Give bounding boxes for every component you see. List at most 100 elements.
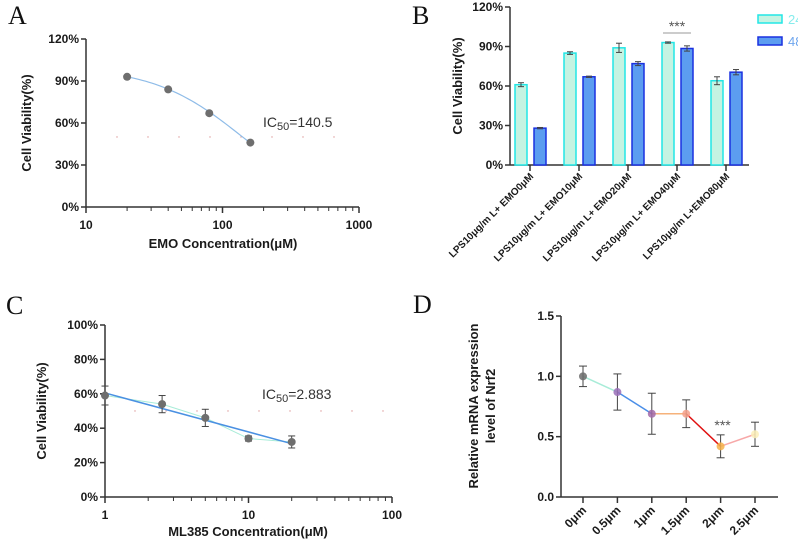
reference-line-dot	[227, 410, 229, 412]
reference-line-dot	[165, 410, 167, 412]
ic50-subscript: 50	[276, 393, 288, 405]
reference-line-dot	[134, 410, 136, 412]
legend-item-24: 24	[757, 12, 798, 27]
bar-48	[729, 71, 743, 166]
y-tick-label: 60%	[74, 387, 98, 401]
data-point	[201, 413, 210, 422]
data-point	[751, 430, 759, 439]
y-tick-label: 1.5	[537, 309, 554, 323]
y-tick-label: 30%	[55, 158, 79, 172]
x-category-label: LPS10μg/m L+ EMO10μM	[492, 171, 585, 264]
data-point	[287, 437, 296, 446]
panel-letter: B	[412, 1, 429, 30]
y-axis-title-line2: level of Nrf2	[483, 369, 498, 443]
x-tick-label: 1	[102, 508, 109, 522]
reference-line-dot	[382, 410, 384, 412]
reference-line-dot	[178, 136, 180, 138]
panel-letter: C	[6, 291, 23, 320]
bar-24	[710, 79, 724, 166]
reference-line-dot	[116, 136, 118, 138]
data-point	[716, 442, 725, 451]
bar-48	[631, 62, 645, 166]
x-axis-title: EMO Concentration(μM)	[149, 236, 298, 251]
y-tick-label: 1.0	[537, 369, 554, 383]
x-tick-label: 1000	[346, 218, 373, 232]
data-point	[158, 400, 167, 409]
fit-line	[104, 392, 292, 445]
bar-48	[680, 47, 694, 166]
ic50-prefix: IC	[262, 386, 276, 402]
x-category-label: LPS10μg/m L+EMO80μM	[641, 171, 732, 262]
y-axis-title-line1: Relative mRNA expression	[466, 323, 481, 488]
x-tick-label: 10	[242, 508, 256, 522]
x-tick-label: 100	[382, 508, 402, 522]
reference-line-dot	[320, 410, 322, 412]
panel-letter: A	[8, 1, 27, 30]
data-point	[164, 85, 173, 94]
data-point	[244, 434, 253, 443]
bar-48	[582, 76, 596, 166]
x-category-label: LPS10μg/m L+ EMO0μM	[447, 171, 536, 260]
x-category-label: 1μm	[631, 503, 658, 530]
reference-line-dot	[147, 136, 149, 138]
legend-item-48: 48	[757, 34, 798, 49]
y-tick-label: 30%	[479, 119, 503, 133]
ic50-label: IC50=140.5	[263, 114, 333, 133]
reference-line-dot	[302, 136, 304, 138]
panel-d: D Relative mRNA expression level of Nrf2…	[413, 290, 778, 538]
x-category-label: 2.5μm	[727, 503, 761, 537]
data-point	[647, 409, 656, 418]
bar-24	[661, 41, 675, 166]
data-point	[101, 391, 109, 400]
y-tick-label: 0%	[62, 200, 80, 214]
line-segment	[685, 413, 722, 447]
panel-b: B Cell Viability(%) 0% 30% 60% 90% 120% LPS10…	[412, 0, 798, 264]
bar-24	[563, 52, 577, 166]
y-tick-label: 0%	[81, 490, 99, 504]
y-tick-label: 100%	[67, 318, 98, 332]
ic50-label: IC50=2.883	[262, 386, 332, 405]
x-category-label: 0.5μm	[589, 503, 623, 537]
y-tick-label: 120%	[48, 32, 79, 46]
y-tick-label: 0.0	[537, 490, 554, 504]
y-tick-label: 0%	[486, 158, 504, 172]
y-axis-title: Cell Viability(%)	[19, 74, 34, 171]
y-tick-label: 80%	[74, 352, 98, 366]
bar-24	[514, 83, 528, 166]
y-tick-label: 40%	[74, 421, 98, 435]
reference-line-dot	[289, 410, 291, 412]
legend-label: 48	[788, 34, 798, 49]
y-tick-label: 20%	[74, 456, 98, 470]
data-point	[246, 138, 255, 147]
y-tick-label: 90%	[55, 74, 79, 88]
x-category-label: 1.5μm	[658, 503, 692, 537]
x-axis-title: ML385 Concentration(μM)	[168, 524, 328, 539]
y-tick-label: 0.5	[537, 430, 554, 444]
significance-stars: ***	[714, 417, 731, 433]
fit-curve	[126, 76, 251, 144]
reference-line-dot	[209, 136, 211, 138]
data-point	[123, 72, 132, 81]
y-tick-label: 90%	[479, 40, 503, 54]
y-axis-title: Cell Viability(%)	[450, 37, 465, 134]
legend-label: 24	[788, 12, 798, 27]
ic50-value: =140.5	[289, 114, 332, 130]
y-tick-label: 120%	[472, 0, 503, 14]
reference-line-dot	[333, 136, 335, 138]
reference-line-dot	[196, 410, 198, 412]
x-tick-label: 100	[212, 218, 232, 232]
data-point	[682, 409, 691, 418]
ic50-prefix: IC	[263, 114, 277, 130]
y-axis-title: Cell Viability(%)	[34, 362, 49, 459]
panel-c: C ML385 Concentration(μM) Cell Viability…	[6, 291, 402, 539]
y-tick-label: 60%	[479, 79, 503, 93]
ic50-subscript: 50	[277, 121, 289, 133]
line-segment	[582, 375, 618, 393]
line-segment	[616, 391, 653, 415]
y-tick-label: 60%	[55, 116, 79, 130]
panel-letter: D	[413, 290, 432, 319]
significance-stars: ***	[669, 18, 686, 34]
data-point	[613, 388, 622, 397]
bar-48	[533, 127, 547, 166]
